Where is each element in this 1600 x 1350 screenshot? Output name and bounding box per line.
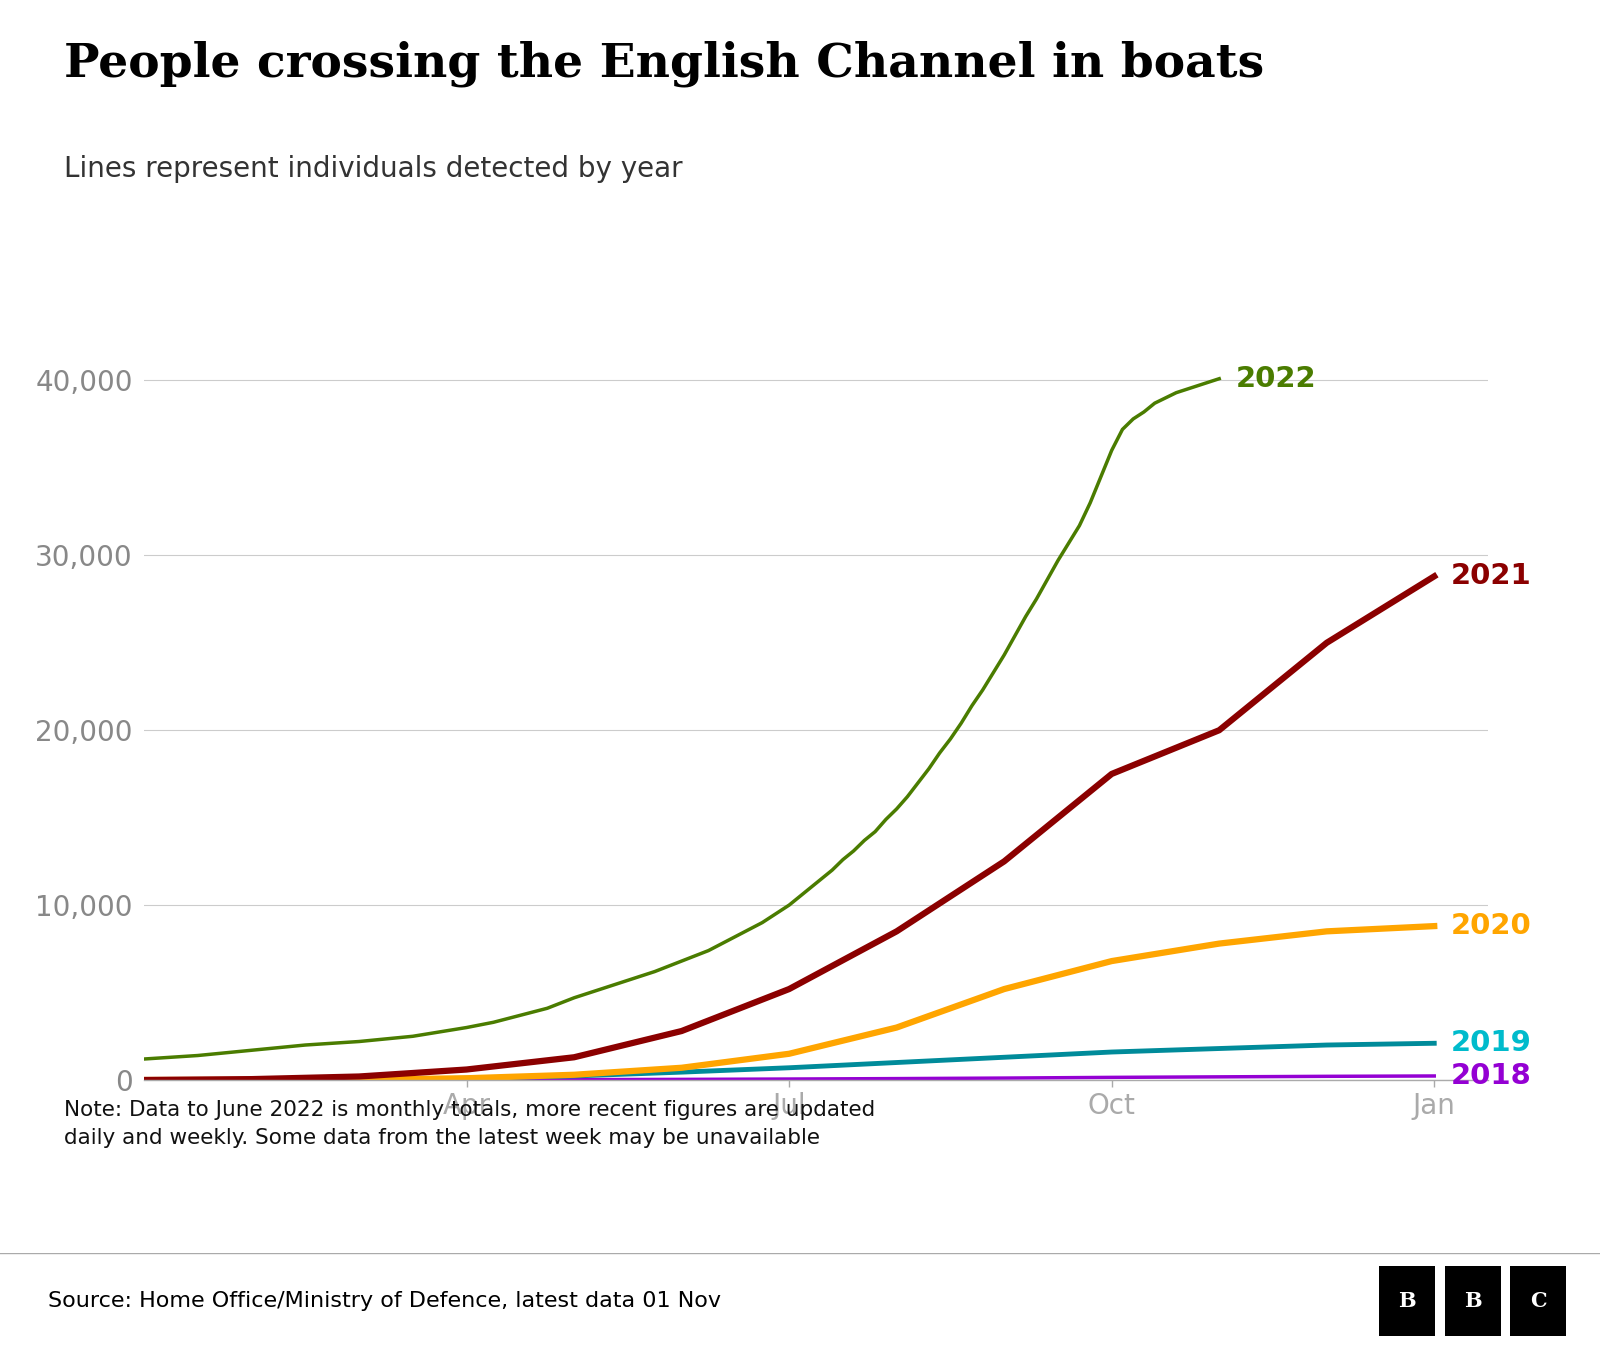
Text: B: B bbox=[1464, 1292, 1482, 1311]
Text: 2018: 2018 bbox=[1450, 1062, 1531, 1089]
Text: B: B bbox=[1398, 1292, 1416, 1311]
Text: 2019: 2019 bbox=[1450, 1029, 1531, 1057]
Text: Lines represent individuals detected by year: Lines represent individuals detected by … bbox=[64, 155, 683, 184]
Text: 2021: 2021 bbox=[1450, 563, 1531, 590]
Text: Note: Data to June 2022 is monthly totals, more recent figures are updated
daily: Note: Data to June 2022 is monthly total… bbox=[64, 1100, 875, 1149]
Text: People crossing the English Channel in boats: People crossing the English Channel in b… bbox=[64, 40, 1264, 86]
Text: C: C bbox=[1530, 1292, 1547, 1311]
FancyBboxPatch shape bbox=[1379, 1266, 1435, 1336]
Text: 2022: 2022 bbox=[1235, 364, 1315, 393]
Text: Source: Home Office/Ministry of Defence, latest data 01 Nov: Source: Home Office/Ministry of Defence,… bbox=[48, 1292, 722, 1311]
FancyBboxPatch shape bbox=[1510, 1266, 1566, 1336]
Text: 2020: 2020 bbox=[1450, 913, 1531, 940]
FancyBboxPatch shape bbox=[1445, 1266, 1501, 1336]
